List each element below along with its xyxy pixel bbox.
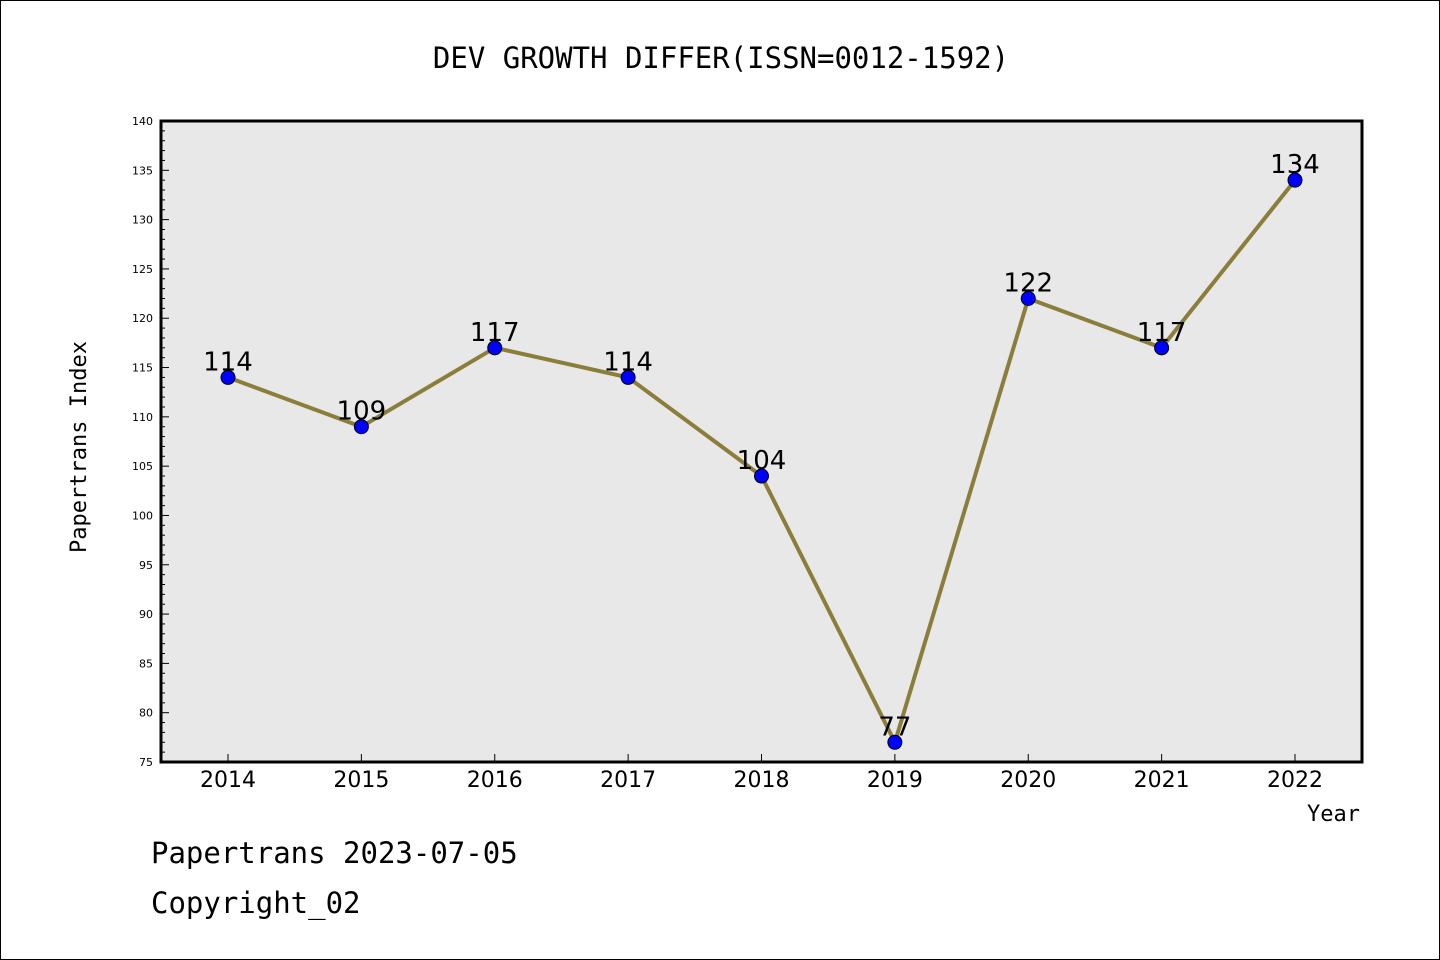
footer-copyright-text: Copyright_02 [151, 886, 361, 920]
x-tick-label: 2020 [1000, 768, 1056, 793]
y-tick-label: 90 [139, 608, 153, 621]
y-tick-label: 100 [132, 509, 153, 522]
x-tick-label: 2018 [734, 768, 790, 793]
y-tick-label: 85 [139, 657, 153, 670]
data-label: 117 [470, 318, 520, 348]
data-point [620, 369, 636, 385]
x-axis-label: Year [1307, 802, 1360, 827]
y-tick-label: 125 [132, 263, 153, 276]
data-point [1020, 291, 1036, 307]
data-label: 134 [1270, 150, 1320, 180]
data-point [1154, 340, 1170, 356]
data-label: 114 [203, 347, 253, 377]
y-tick-label: 135 [132, 164, 153, 177]
y-tick-label: 105 [132, 460, 153, 473]
y-tick-label: 115 [132, 362, 153, 375]
data-label: 122 [1003, 269, 1053, 299]
series-points [220, 172, 1303, 750]
y-tick-label: 130 [132, 214, 153, 227]
y-tick-label: 80 [139, 707, 153, 720]
data-label: 77 [878, 712, 911, 742]
data-point [220, 369, 236, 385]
data-point [754, 468, 769, 484]
x-tick-label: 2019 [867, 768, 923, 793]
plot-area [159, 119, 1364, 764]
data-label: 104 [737, 446, 787, 476]
x-tick-label: 2017 [600, 768, 656, 793]
data-point [487, 340, 503, 356]
data-point [353, 419, 369, 435]
y-tick-label: 110 [132, 411, 153, 424]
x-tick-label: 2014 [200, 768, 256, 793]
x-tick-label: 2021 [1134, 768, 1190, 793]
y-tick-label: 120 [132, 312, 153, 325]
y-tick-label: 140 [132, 115, 153, 128]
y-axis-label: Papertrans Index [67, 341, 92, 553]
footer-date-text: Papertrans 2023-07-05 [151, 836, 518, 870]
y-tick-label: 75 [139, 756, 153, 769]
data-labels: 114 109 117 114 104 77 122 117 134 [203, 150, 1320, 742]
y-axis-tick-labels: 75 80 85 90 95 100 105 110 115 120 125 130 135 140 [132, 115, 153, 769]
chart-title: DEV GROWTH DIFFER(ISSN=0012-1592) [433, 41, 1009, 75]
x-tick-label: 2015 [333, 768, 389, 793]
x-axis-tick-labels: 2014 2015 2016 2017 2018 2019 2020 2021 2022 [200, 768, 1323, 793]
y-tick-label: 95 [139, 559, 153, 572]
data-point [1287, 172, 1303, 188]
data-label: 117 [1137, 318, 1187, 348]
data-label: 114 [603, 347, 653, 377]
data-point [887, 734, 903, 750]
y-axis-ticks [161, 120, 169, 763]
x-tick-label: 2022 [1267, 768, 1323, 793]
x-tick-label: 2016 [467, 768, 523, 793]
data-label: 109 [337, 397, 387, 427]
x-axis-ticks [227, 754, 1296, 762]
